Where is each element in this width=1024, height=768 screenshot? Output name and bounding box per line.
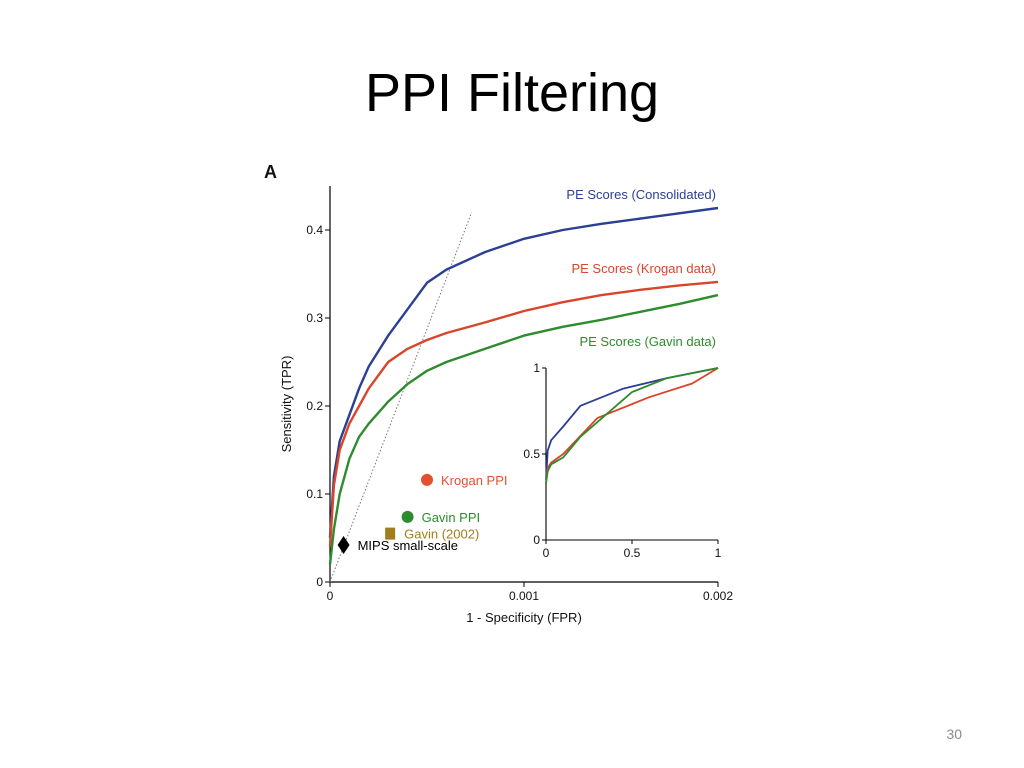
series-line <box>328 293 719 565</box>
point-marker <box>337 536 350 555</box>
y-tick-label: 0 <box>316 575 323 589</box>
inset-x-tick-label: 1 <box>715 546 722 560</box>
point-label: Gavin PPI <box>422 510 481 525</box>
inset-y-tick-label: 0.5 <box>523 447 540 461</box>
series-label: PE Scores (Consolidated) <box>566 187 716 202</box>
point-label: MIPS small-scale <box>358 538 458 553</box>
y-tick-label: 0.4 <box>306 223 323 237</box>
x-tick-label: 0.002 <box>703 589 733 603</box>
page-number: 30 <box>946 726 962 742</box>
series-line <box>328 206 719 539</box>
x-tick-label: 0 <box>327 589 334 603</box>
point-label: Krogan PPI <box>441 473 508 488</box>
series-label: PE Scores (Krogan data) <box>571 261 716 276</box>
slide-title: PPI Filtering <box>364 63 660 123</box>
y-tick-label: 0.3 <box>306 311 323 325</box>
y-tick-label: 0.2 <box>306 399 323 413</box>
inset-y-tick-label: 1 <box>533 361 540 375</box>
inset-series-line <box>545 367 719 480</box>
reference-line <box>329 212 473 583</box>
inset-y-tick-label: 0 <box>533 533 540 547</box>
x-tick-label: 0.001 <box>509 589 539 603</box>
inset-series-line <box>545 367 719 484</box>
inset-x-tick-label: 0.5 <box>624 546 641 560</box>
series-line <box>328 280 719 547</box>
inset-series-line <box>545 367 719 484</box>
y-tick-label: 0.1 <box>306 487 323 501</box>
point-marker <box>421 473 433 486</box>
panel-label: A <box>264 162 277 182</box>
point-marker <box>385 527 396 540</box>
point-marker <box>401 510 414 523</box>
y-axis-title: Sensitivity (TPR) <box>279 356 294 453</box>
point-label: Gavin (2002) <box>404 527 479 542</box>
inset-x-tick-label: 0 <box>543 546 550 560</box>
series-label: PE Scores (Gavin data) <box>579 334 716 349</box>
x-axis-title: 1 - Specificity (FPR) <box>466 610 582 625</box>
